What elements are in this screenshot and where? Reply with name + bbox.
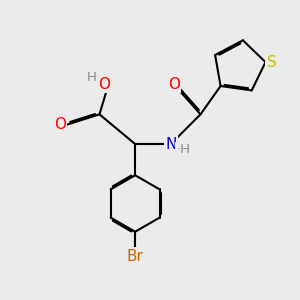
Text: ·H: ·H bbox=[176, 143, 190, 156]
Text: H: H bbox=[87, 71, 97, 84]
Text: O: O bbox=[168, 77, 180, 92]
Text: O: O bbox=[98, 77, 110, 92]
Text: O: O bbox=[54, 117, 66, 132]
Text: Br: Br bbox=[127, 249, 144, 264]
Text: N: N bbox=[165, 136, 176, 152]
Text: S: S bbox=[267, 55, 276, 70]
